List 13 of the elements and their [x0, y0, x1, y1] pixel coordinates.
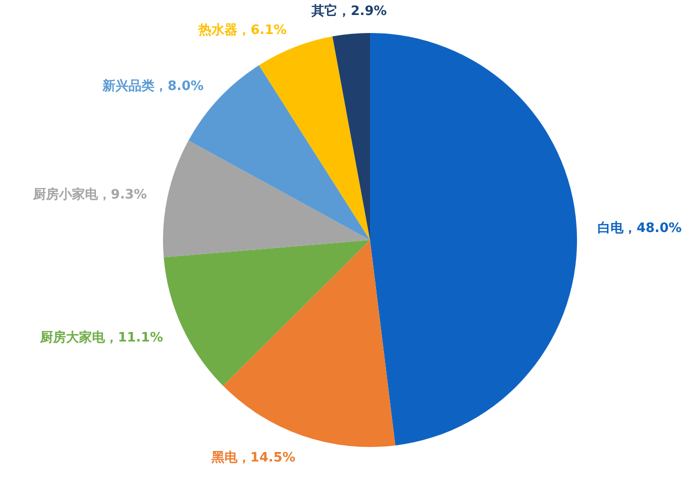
pie-slice: [223, 240, 396, 447]
pie-slice: [163, 140, 370, 258]
slice-label: 其它，2.9%: [310, 2, 387, 19]
slice-label: 厨房小家电，9.3%: [32, 186, 147, 203]
slice-label: 新兴品类，8.0%: [102, 78, 204, 94]
slice-label: 白电，48.0%: [598, 221, 682, 236]
pie-slice: [258, 36, 370, 240]
slice-label: 热水器，6.1%: [198, 22, 287, 38]
pie-slice: [164, 240, 370, 386]
pie-slice: [370, 33, 577, 446]
slice-label: 厨房大家电，11.1%: [38, 330, 163, 346]
slice-label: 黑电，14.5%: [210, 450, 296, 466]
pie-slice: [332, 33, 370, 240]
